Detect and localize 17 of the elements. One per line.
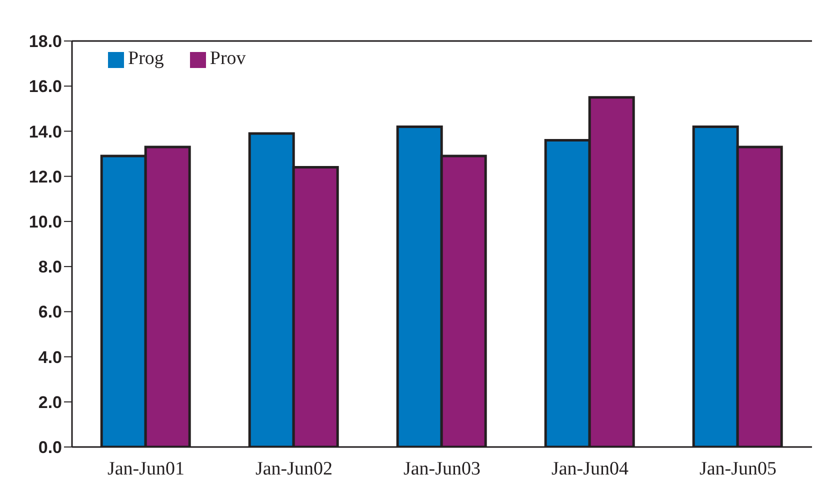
x-tick-label: Jan-Jun03 [403,458,481,480]
x-tick-label: Jan-Jun02 [255,458,333,480]
y-tick-label: 0.0 [38,438,62,458]
y-tick-label: 4.0 [38,348,62,367]
y-tick-label: 10.0 [28,212,62,232]
x-tick-label: Jan-Jun01 [107,458,185,480]
y-tick-label: 8.0 [38,258,62,277]
x-tick-label: Jan-Jun05 [699,458,777,480]
y-tick-label: 14.0 [28,122,62,142]
y-tick-label: 18.0 [28,32,62,52]
y-tick-label: 2.0 [38,392,62,412]
legend-label: Prog [128,48,164,69]
legend-label: Prov [210,48,246,69]
y-tick-label: 6.0 [38,302,62,322]
x-tick-label: Jan-Jun04 [551,458,630,480]
y-tick-label: 12.0 [28,167,62,186]
y-tick-label: 16.0 [28,77,62,96]
